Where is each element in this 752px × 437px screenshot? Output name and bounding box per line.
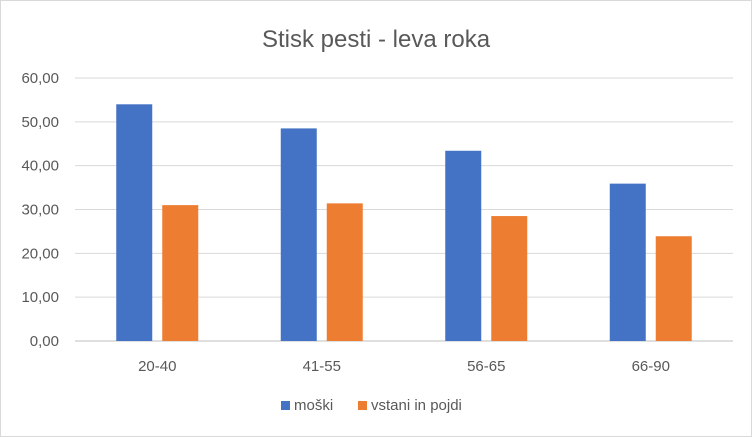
y-tick-label: 20,00 [21,245,59,262]
bar-series-2-56-65 [491,216,528,341]
y-tick-label: 10,00 [21,289,59,306]
bar-series-1-56-65 [445,150,482,341]
y-tick-label: 60,00 [21,70,59,87]
y-axis: 0,00 10,00 20,00 30,00 40,00 50,00 60,00 [21,70,59,350]
y-tick-label: 40,00 [21,158,59,175]
bar-series-2-66-90 [655,236,692,341]
legend-swatch [281,401,290,410]
bar-series [116,104,692,341]
legend: moški vstani in pojdi [281,397,462,414]
legend-swatch [358,401,367,410]
x-tick-label: 56-65 [467,358,505,375]
x-axis: 20-40 41-55 56-65 66-90 [138,358,670,375]
chart-title: Stisk pesti - leva roka [262,26,491,53]
bar-series-2-41-55 [326,203,363,341]
legend-label: vstani in pojdi [371,397,462,414]
x-tick-label: 66-90 [632,358,670,375]
x-tick-label: 20-40 [138,358,176,375]
bar-series-2-20-40 [162,205,199,341]
bar-series-1-20-40 [116,104,153,341]
y-tick-label: 30,00 [21,202,59,219]
bar-series-1-41-55 [280,128,317,341]
x-tick-label: 41-55 [303,358,341,375]
y-tick-label: 50,00 [21,114,59,131]
bar-series-1-66-90 [609,183,646,341]
legend-label: moški [294,397,333,414]
y-tick-label: 0,00 [30,333,59,350]
